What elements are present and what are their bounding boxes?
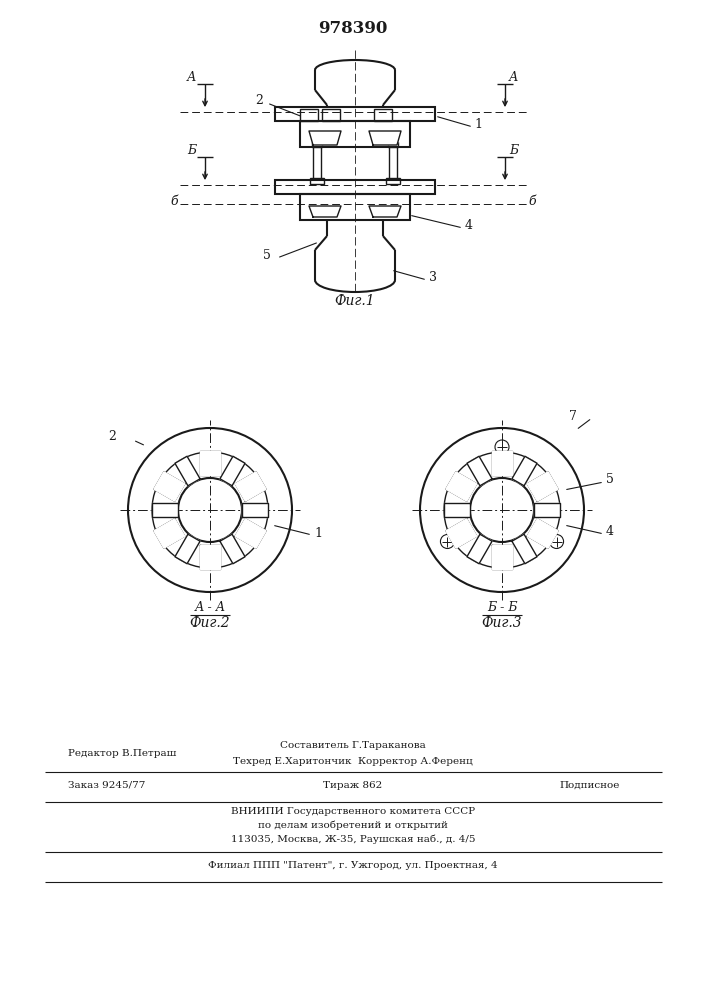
Text: 4: 4 xyxy=(606,525,614,538)
Polygon shape xyxy=(534,503,560,517)
Text: Б: Б xyxy=(187,144,196,157)
Text: Фиг.3: Фиг.3 xyxy=(481,616,522,630)
Polygon shape xyxy=(444,503,470,517)
Polygon shape xyxy=(220,456,245,486)
Polygon shape xyxy=(152,503,178,517)
Bar xyxy=(275,180,435,194)
Text: 2: 2 xyxy=(255,94,263,107)
Polygon shape xyxy=(154,472,185,501)
Text: 1: 1 xyxy=(314,527,322,540)
Polygon shape xyxy=(235,472,266,501)
Polygon shape xyxy=(446,519,477,548)
Bar xyxy=(386,178,400,184)
Text: Составитель Г.Тараканова: Составитель Г.Тараканова xyxy=(280,741,426,750)
Text: 978390: 978390 xyxy=(318,20,387,37)
Bar xyxy=(310,178,324,184)
Text: Фиг.2: Фиг.2 xyxy=(189,616,230,630)
Polygon shape xyxy=(309,206,341,217)
Polygon shape xyxy=(154,519,185,548)
Polygon shape xyxy=(220,534,245,564)
Text: 3: 3 xyxy=(429,271,437,284)
Text: А: А xyxy=(187,71,197,84)
Polygon shape xyxy=(235,519,266,548)
Bar xyxy=(312,142,322,147)
Text: Фиг.1: Фиг.1 xyxy=(334,294,375,308)
Text: ВНИИПИ Государственного комитета СССР: ВНИИПИ Государственного комитета СССР xyxy=(231,807,475,816)
Text: Техред Е.Харитончик  Корректор А.Ференц: Техред Е.Харитончик Корректор А.Ференц xyxy=(233,757,473,766)
Text: Заказ 9245/77: Заказ 9245/77 xyxy=(68,781,146,790)
Text: А - А: А - А xyxy=(194,601,226,614)
Bar xyxy=(275,107,435,121)
Polygon shape xyxy=(446,472,477,501)
Text: б: б xyxy=(170,195,177,208)
Text: 2: 2 xyxy=(108,430,116,443)
Text: по делам изобретений и открытий: по делам изобретений и открытий xyxy=(258,820,448,830)
Text: Редактор В.Петраш: Редактор В.Петраш xyxy=(68,749,176,758)
Bar xyxy=(388,142,398,147)
Bar xyxy=(300,194,410,220)
Bar xyxy=(322,109,340,121)
Bar xyxy=(300,109,318,121)
Polygon shape xyxy=(369,131,401,145)
Polygon shape xyxy=(512,456,537,486)
Polygon shape xyxy=(200,451,220,475)
Text: 1: 1 xyxy=(474,118,482,131)
Polygon shape xyxy=(175,456,200,486)
Text: 7: 7 xyxy=(569,410,577,423)
Polygon shape xyxy=(512,534,537,564)
Text: Филиал ППП "Патент", г. Ужгород, ул. Проектная, 4: Филиал ППП "Патент", г. Ужгород, ул. Про… xyxy=(208,861,498,870)
Polygon shape xyxy=(492,451,512,475)
Polygon shape xyxy=(527,472,558,501)
Text: Подписное: Подписное xyxy=(560,781,620,790)
Text: 4: 4 xyxy=(465,219,473,232)
Text: 113035, Москва, Ж-35, Раушская наб., д. 4/5: 113035, Москва, Ж-35, Раушская наб., д. … xyxy=(230,834,475,844)
Polygon shape xyxy=(467,534,492,564)
Polygon shape xyxy=(175,534,200,564)
Text: б: б xyxy=(528,195,536,208)
Polygon shape xyxy=(309,131,341,145)
Polygon shape xyxy=(467,456,492,486)
Text: Б: Б xyxy=(509,144,518,157)
Polygon shape xyxy=(200,545,220,569)
Polygon shape xyxy=(242,503,268,517)
Polygon shape xyxy=(527,519,558,548)
Text: А: А xyxy=(509,71,518,84)
Polygon shape xyxy=(369,206,401,217)
Text: 5: 5 xyxy=(606,473,614,486)
Bar xyxy=(300,121,410,147)
Text: 5: 5 xyxy=(263,249,271,262)
Bar xyxy=(374,109,392,121)
Text: Тираж 862: Тираж 862 xyxy=(323,781,382,790)
Polygon shape xyxy=(492,545,512,569)
Text: Б - Б: Б - Б xyxy=(486,601,518,614)
